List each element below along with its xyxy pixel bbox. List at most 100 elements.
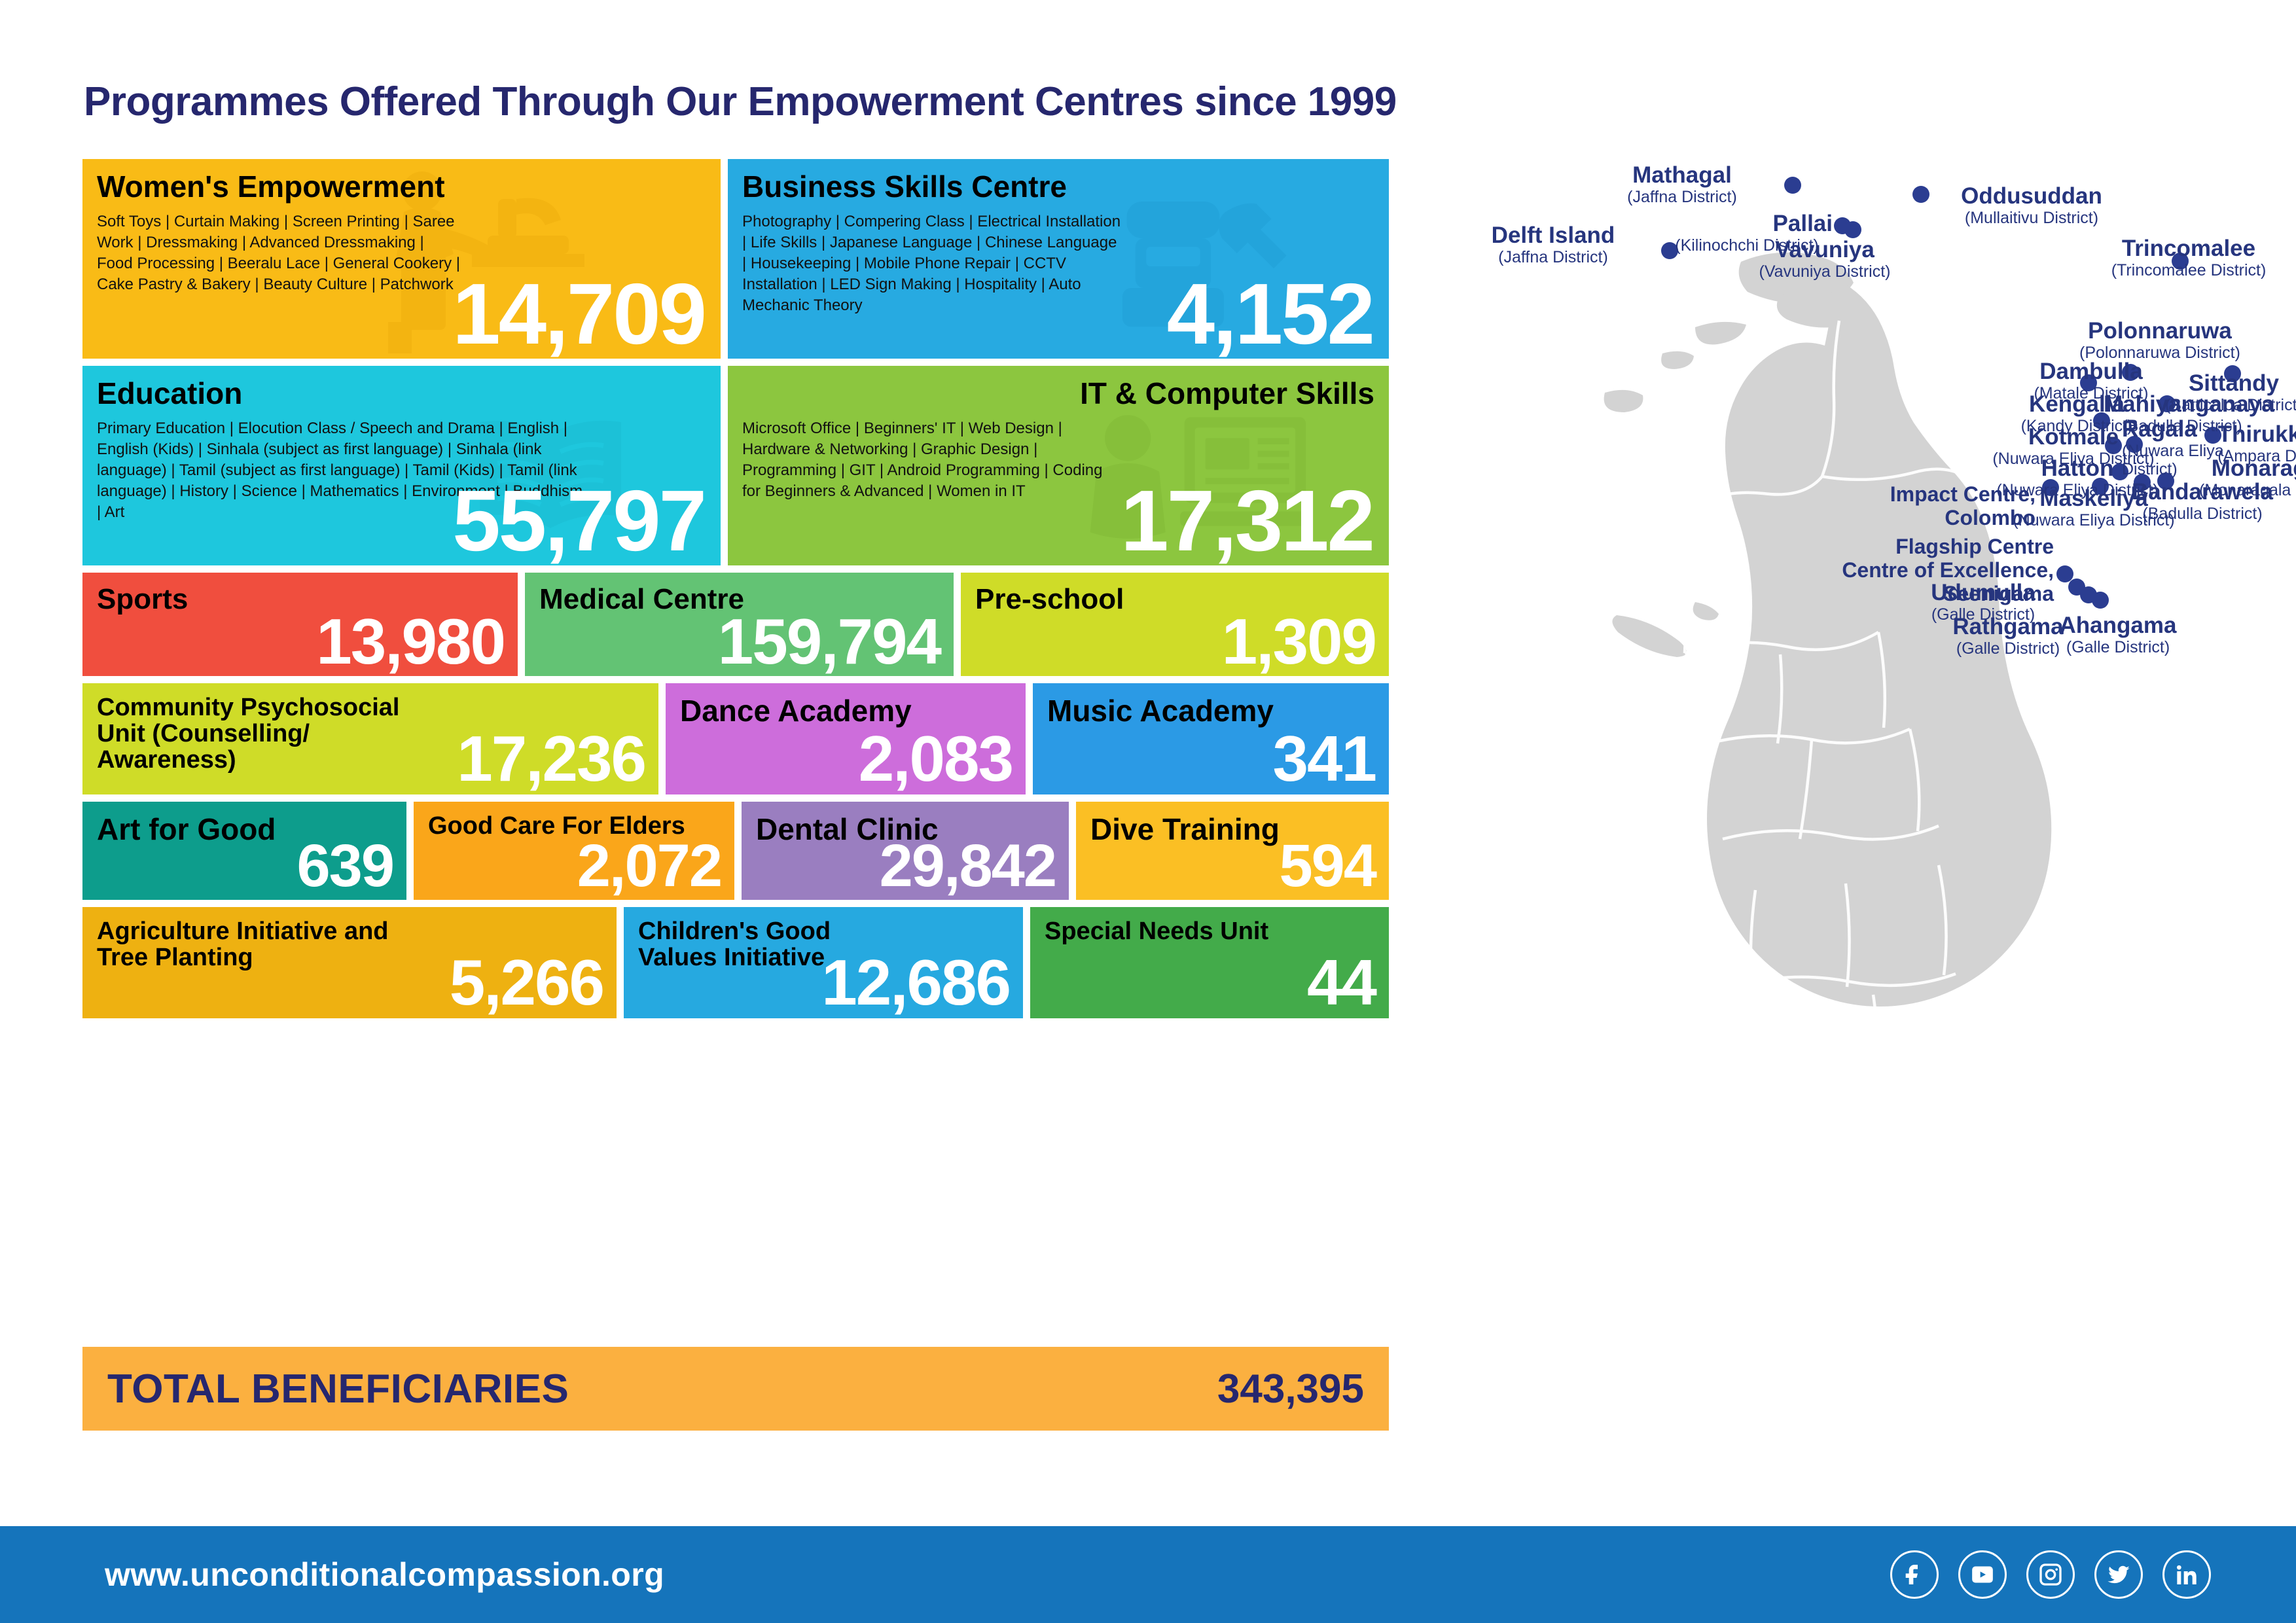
map-label-district: (Matale District) [2034,384,2149,403]
card-it-computer-skills[interactable]: IT & Computer Skills Microsoft Office | … [728,366,1389,565]
card-value: 341 [1272,722,1377,794]
map-label-delft-island: Delft Island (Jaffna District) [1458,223,1648,266]
website-url[interactable]: www.unconditionalcompassion.org [105,1556,665,1593]
card-title: Women's Empowerment [97,169,445,204]
card-title: Dance Academy [680,694,912,728]
map-label-monaragala: Monaragala (Monaragala District) [2170,455,2296,499]
card-value: 13,980 [316,605,506,676]
card-title: Agriculture Initiative and Tree Planting [97,918,389,971]
map-dot-monaragala[interactable] [2157,473,2174,490]
card-good-care-for-elders[interactable]: Good Care For Elders 2,072 [414,802,734,900]
map-dot-polonnaruwa[interactable] [2122,364,2139,381]
card-title: Education [97,376,243,410]
map-dot-maskeliya[interactable] [2092,478,2109,495]
map-dot-dambulla[interactable] [2080,374,2097,391]
card-title: Business Skills Centre [742,169,1067,204]
card-title: Children's Good Values Initiative [638,918,831,971]
map-dot-mahiyanganaya[interactable] [2159,395,2176,412]
map-dot-sittandy[interactable] [2224,365,2241,382]
map-dot-bandarawela[interactable] [2134,474,2151,491]
map-label-name-3: Seenigama [1943,581,2054,605]
social-links [1890,1550,2211,1599]
map-label-trincomalee: Trincomalee (Trincomalee District) [2084,236,2293,279]
card-music-academy[interactable]: Music Academy 341 [1033,683,1389,794]
map-label-ahangama: Ahangama (Galle District) [2026,613,2210,656]
card-value: 5,266 [449,946,605,1018]
card-art-for-good[interactable]: Art for Good 639 [82,802,406,900]
card-title: Community Psychosocial Unit (Counselling… [97,694,400,774]
map-label-district: (Vavuniya District) [1759,262,1891,281]
card-description: Soft Toys | Curtain Making | Screen Prin… [97,213,460,294]
map-label-district: (Nuwara Eliya District) [2013,511,2175,530]
card-description: Microsoft Office | Beginners' IT | Web D… [742,419,1103,501]
map-dot-vavuniya[interactable] [1834,217,1851,234]
map-dot-hatton[interactable] [2111,463,2128,480]
card-womens-empowerment[interactable]: Women's Empowerment Soft Toys | Curtain … [82,159,721,359]
card-row-5: Art for Good 639 Good Care For Elders 2,… [82,802,1389,900]
map-label-thirukkovil: Thirukkovil (Ampara District) [2187,421,2296,465]
map-label-district: (Nuwara Eliya District) [1996,481,2159,500]
twitter-icon[interactable] [2094,1550,2143,1599]
map-dot-oddusuddan[interactable] [1912,186,1929,203]
map-label-name: Ahangama [2059,613,2177,638]
map-label-dambulla: Dambulla (Matale District) [1996,359,2186,402]
card-childrens-good-values[interactable]: Children's Good Values Initiative 12,686 [624,907,1023,1018]
sri-lanka-centres-map: Mathagal (Jaffna District) Pallai (Kilin… [1388,162,2296,1394]
instagram-icon[interactable] [2026,1550,2075,1599]
map-dot-mathagal[interactable] [1784,177,1801,194]
card-sports[interactable]: Sports 13,980 [82,573,518,676]
map-label-district: (Galle District) [1956,639,2060,658]
map-label-bandarawela: Bandarawela (Badulla District) [2101,479,2296,523]
map-dot-kengalla[interactable] [2093,412,2110,429]
card-row-2: Education Primary Education | Elocution … [82,366,1389,565]
map-dot-ahangama[interactable] [2092,592,2109,609]
map-label-district: (Mullaitivu District) [1964,209,2099,228]
linkedin-icon[interactable] [2162,1550,2211,1599]
page-title: Programmes Offered Through Our Empowerme… [84,79,1397,124]
card-dance-academy[interactable]: Dance Academy 2,083 [666,683,1026,794]
map-dot-ragala[interactable] [2126,436,2143,453]
card-value: 44 [1306,946,1377,1018]
map-label-name: Dambulla [2039,359,2143,384]
youtube-icon[interactable] [1958,1550,2007,1599]
card-row-3: Sports 13,980 Medical Centre 159,794 Pre… [82,573,1389,676]
map-label-district: (Galle District) [2066,638,2170,657]
card-title: Special Needs Unit [1045,918,1269,945]
map-label-kengalla: Kengalla (Kandy District) [1982,391,2172,435]
card-education[interactable]: Education Primary Education | Elocution … [82,366,721,565]
map-dot-seenigama[interactable] [2056,565,2073,582]
map-label-name: Sittandy [2188,370,2280,396]
card-dental-clinic[interactable]: Dental Clinic 29,842 [742,802,1069,900]
card-value: 594 [1279,832,1377,899]
map-label-district: (Jaffna District) [1498,248,1608,267]
map-dot-kotmale[interactable] [2105,437,2122,454]
card-title: Art for Good [97,812,276,846]
map-label-name: Hatton [2041,455,2114,481]
map-dot-thirukkovil[interactable] [2204,427,2221,444]
card-description: Photography | Compering Class | Electric… [742,213,1121,314]
map-label-district: (Kandy District) [2020,417,2133,436]
map-label-name: Maskeliya [2039,486,2148,511]
card-dive-training[interactable]: Dive Training 594 [1076,802,1389,900]
card-title: IT & Computer Skills [1080,376,1374,410]
card-medical-centre[interactable]: Medical Centre 159,794 [525,573,954,676]
map-label-name: Ragala [2122,416,2197,442]
map-label-district: (Polonnaruwa District) [2079,344,2240,363]
card-pre-school[interactable]: Pre-school 1,309 [961,573,1389,676]
card-agriculture-initiative[interactable]: Agriculture Initiative and Tree Planting… [82,907,617,1018]
map-dot-delft-island[interactable] [1661,242,1678,259]
total-label: TOTAL BENEFICIARIES [107,1366,569,1412]
map-label-name: Pallai [1772,211,1833,236]
map-label-impact-centre-colombo: Impact Centre, Colombo [1846,482,2036,530]
card-title: Sports [97,583,188,615]
card-special-needs-unit[interactable]: Special Needs Unit 44 [1030,907,1389,1018]
map-dot-impact-centre-colombo[interactable] [2042,479,2059,496]
card-row-6: Agriculture Initiative and Tree Planting… [82,907,1389,1018]
card-community-psychosocial-unit[interactable]: Community Psychosocial Unit (Counselling… [82,683,658,794]
card-business-skills-centre[interactable]: Business Skills Centre Photography | Com… [728,159,1389,359]
map-label-name: Delft Island [1491,223,1615,248]
facebook-icon[interactable] [1890,1550,1939,1599]
card-title: Medical Centre [539,583,744,615]
map-dot-trincomalee[interactable] [2172,253,2189,270]
map-label-oddusuddan: Oddusuddan (Mullaitivu District) [1933,183,2130,227]
